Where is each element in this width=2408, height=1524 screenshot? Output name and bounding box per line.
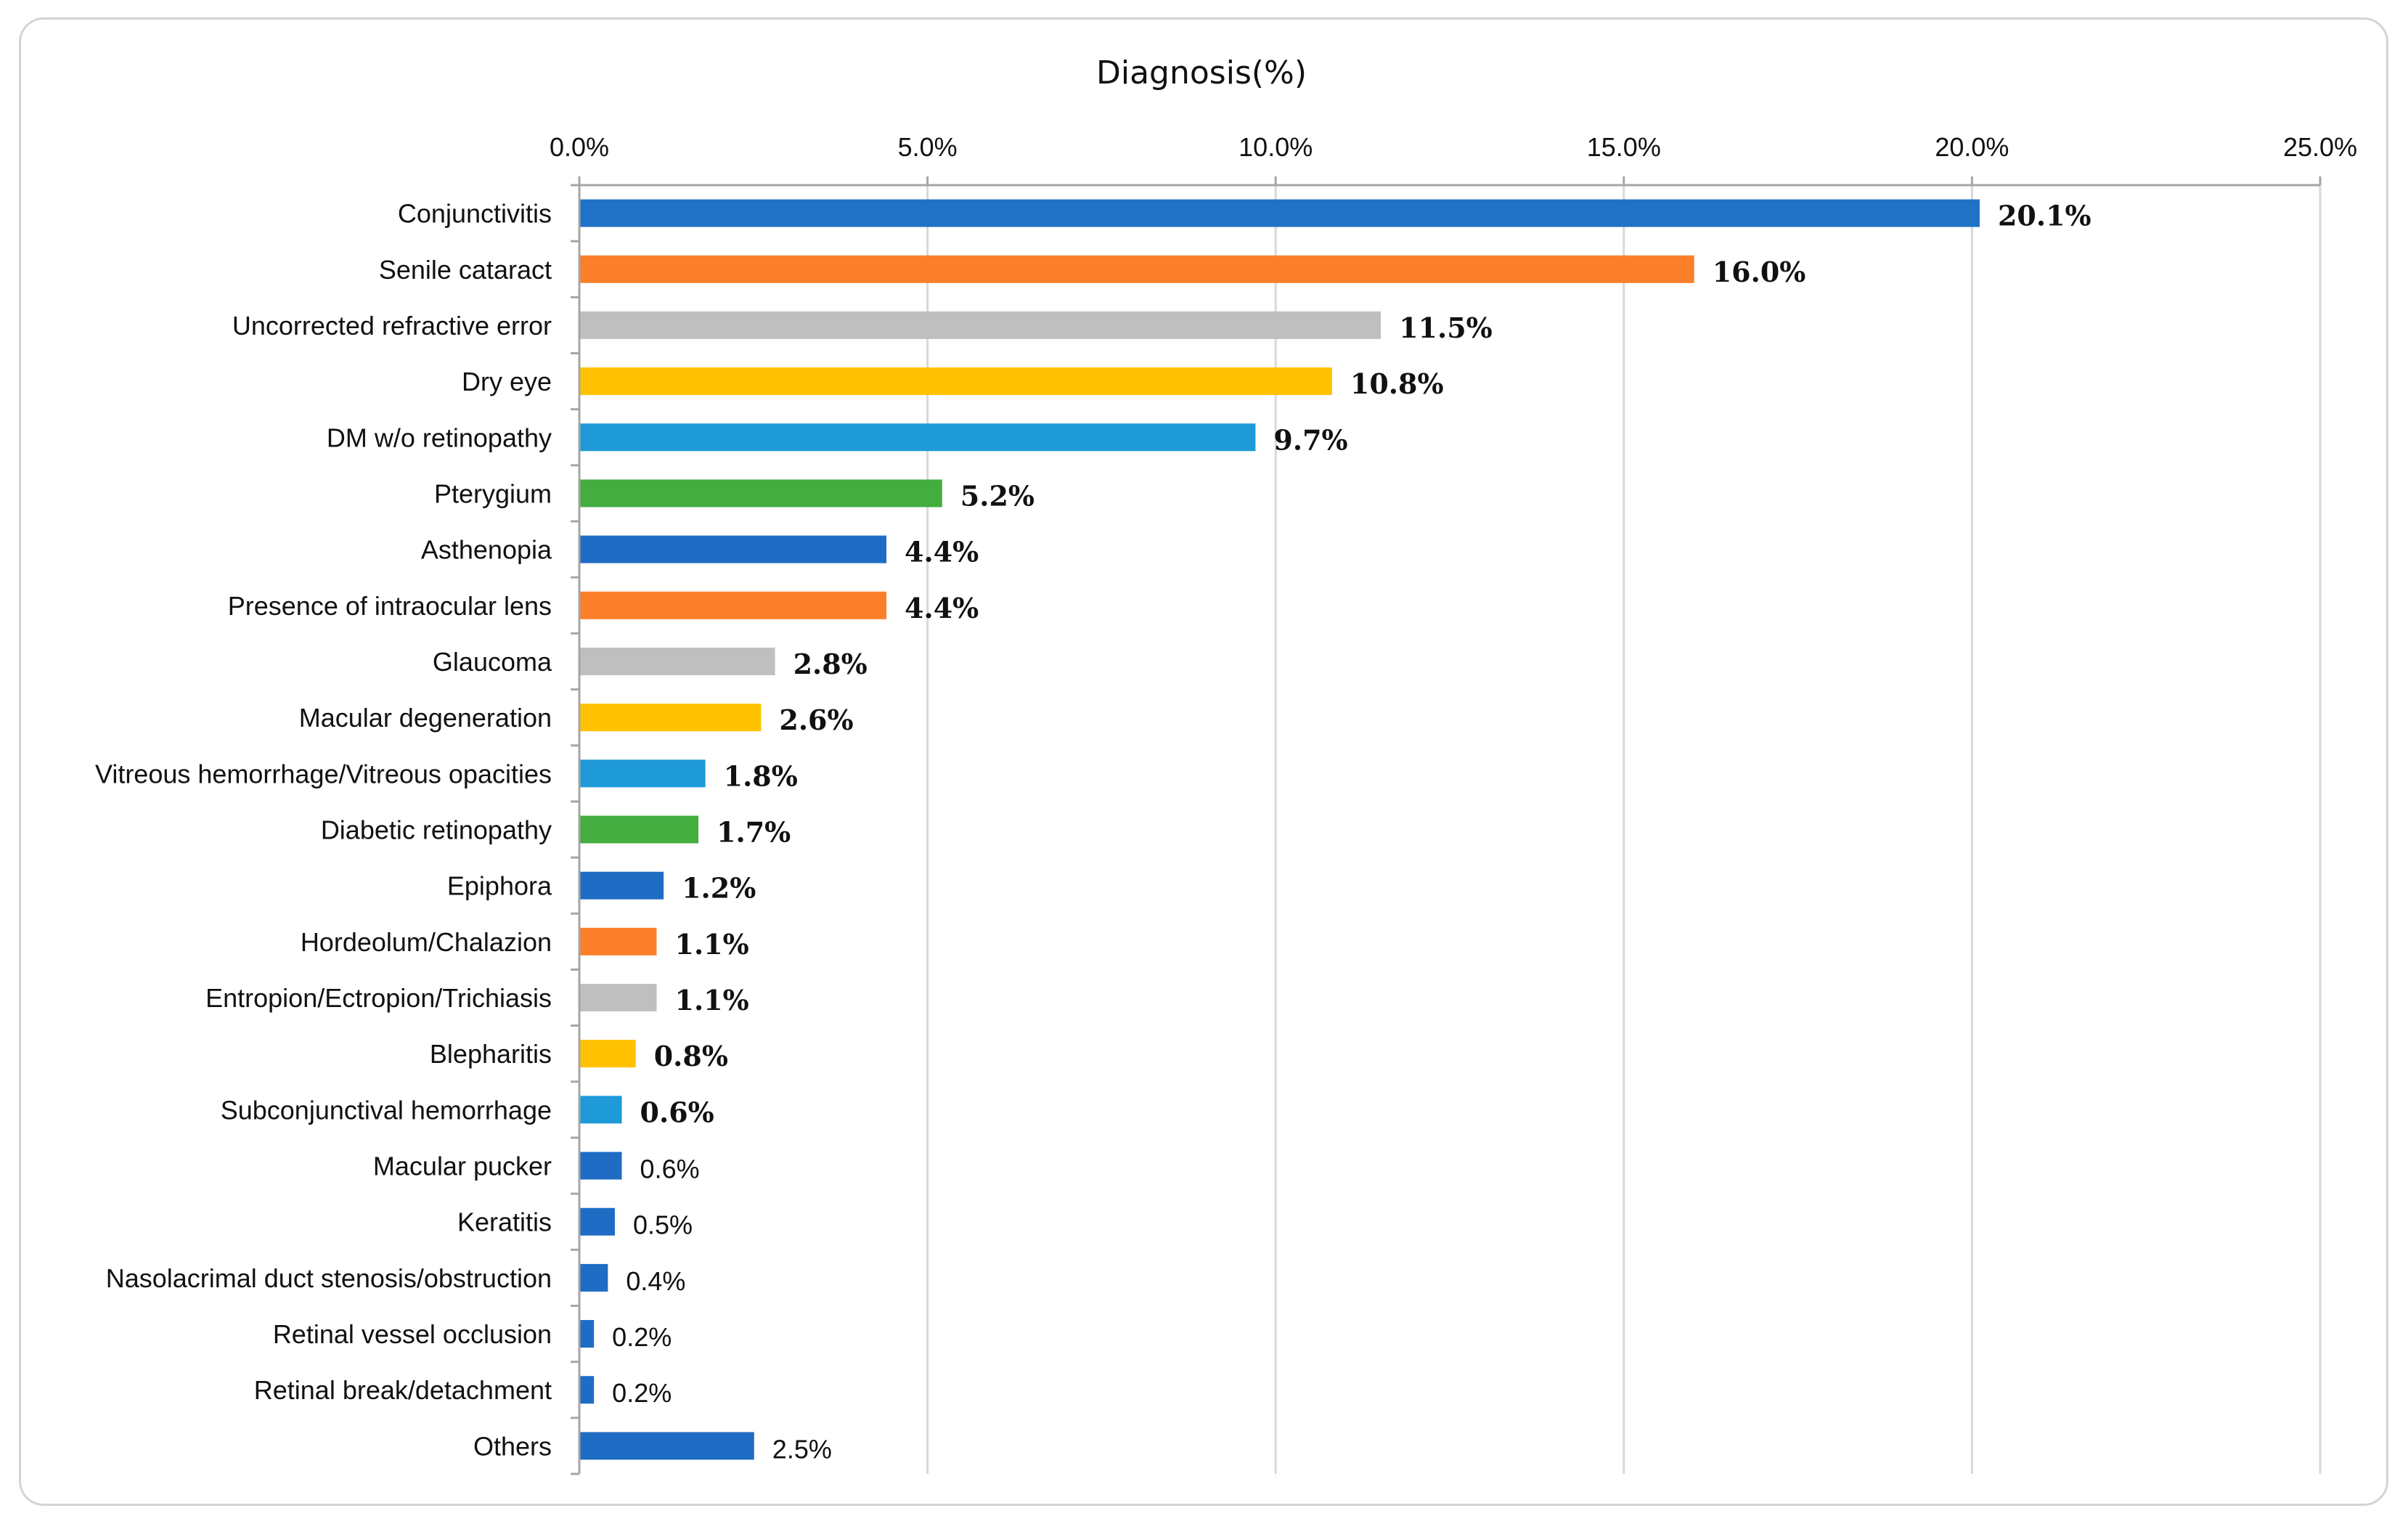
category-label: Blepharitis xyxy=(430,1039,552,1069)
bar xyxy=(580,255,1694,283)
data-label: 2.6% xyxy=(779,704,853,736)
bar xyxy=(580,704,762,732)
data-label: 10.8% xyxy=(1350,367,1444,400)
category-label: Macular pucker xyxy=(373,1152,552,1181)
bar xyxy=(580,535,887,563)
data-label: 0.4% xyxy=(626,1266,685,1296)
data-label: 4.4% xyxy=(905,592,979,624)
bar xyxy=(580,984,657,1012)
data-label: 1.1% xyxy=(675,928,749,961)
category-label: Presence of intraocular lens xyxy=(228,591,552,621)
category-label: Nasolacrimal duct stenosis/obstruction xyxy=(106,1263,552,1293)
bar xyxy=(580,199,1980,227)
category-labels: Conjunctivitis Senile cataract Uncorrected… xyxy=(95,199,552,1462)
category-label: DM w/o retinopathy xyxy=(327,423,552,452)
data-label: 0.2% xyxy=(612,1322,672,1352)
data-label: 2.5% xyxy=(772,1434,832,1464)
bar xyxy=(580,591,887,619)
category-label: Others xyxy=(473,1431,552,1461)
bar xyxy=(580,367,1332,396)
data-label: 0.6% xyxy=(640,1154,700,1184)
category-label: Uncorrected refractive error xyxy=(232,311,552,341)
category-label: Senile cataract xyxy=(379,255,552,285)
bar xyxy=(580,311,1381,339)
data-label: 20.1% xyxy=(1998,200,2091,232)
bar xyxy=(580,647,775,675)
bar xyxy=(580,759,706,788)
category-label: Pterygium xyxy=(434,478,552,508)
data-label: 4.4% xyxy=(905,536,979,569)
data-label: 0.5% xyxy=(633,1210,693,1240)
category-label: Macular degeneration xyxy=(299,703,552,733)
x-tick-label: 5.0% xyxy=(898,132,958,162)
data-label: 9.7% xyxy=(1273,423,1347,456)
data-label: 11.5% xyxy=(1399,311,1493,344)
data-label: 5.2% xyxy=(960,479,1034,512)
data-label: 0.6% xyxy=(640,1096,714,1128)
data-label: 0.2% xyxy=(612,1378,672,1408)
data-label: 1.8% xyxy=(724,759,798,792)
bar xyxy=(580,1263,608,1292)
bar xyxy=(580,1152,622,1180)
gridlines xyxy=(926,185,2322,1474)
category-label: Vitreous hemorrhage/Vitreous opacities xyxy=(95,759,552,789)
axes xyxy=(571,184,2320,1475)
category-label: Entropion/Ectropion/Trichiasis xyxy=(205,983,552,1013)
category-label: Retinal vessel occlusion xyxy=(273,1319,552,1349)
x-tick-label: 25.0% xyxy=(2283,132,2357,162)
value-labels: 20.1% 16.0% 11.5% 10.8%9.7% 5.2% 4.4% 4.4% 2.8%… xyxy=(612,200,2091,1464)
bar xyxy=(580,927,657,955)
bar xyxy=(580,1432,754,1460)
category-label: Hordeolum/Chalazion xyxy=(301,927,552,957)
data-label: 1.7% xyxy=(717,816,791,849)
bar xyxy=(580,1040,636,1068)
category-label: Retinal break/detachment xyxy=(254,1375,552,1405)
bar xyxy=(580,479,942,508)
bar xyxy=(580,1320,595,1348)
data-label: 2.8% xyxy=(793,648,868,680)
data-label: 0.8% xyxy=(654,1040,728,1072)
data-label: 1.1% xyxy=(675,984,749,1016)
category-label: Subconjunctival hemorrhage xyxy=(221,1095,552,1125)
bar xyxy=(580,1376,595,1404)
category-label: Dry eye xyxy=(462,367,552,396)
bar xyxy=(580,1096,622,1124)
bars xyxy=(580,199,1980,1460)
x-tick-label: 20.0% xyxy=(1935,132,2009,162)
x-tick-label: 15.0% xyxy=(1587,132,1661,162)
category-label: Keratitis xyxy=(457,1207,552,1237)
bar xyxy=(580,815,699,844)
x-tick-label: 10.0% xyxy=(1238,132,1313,162)
chart-title: Diagnosis(%) xyxy=(1096,54,1307,91)
category-label: Diabetic retinopathy xyxy=(321,815,552,845)
bar xyxy=(580,871,664,900)
x-axis-ticks: 0.0% 5.0% 10.0% 15.0% 20.0% 25.0% xyxy=(550,132,2357,185)
category-label: Conjunctivitis xyxy=(398,199,552,229)
x-tick-label: 0.0% xyxy=(550,132,609,162)
bar xyxy=(580,423,1256,452)
data-label: 1.2% xyxy=(682,872,756,905)
data-label: 16.0% xyxy=(1713,256,1806,288)
bar xyxy=(580,1207,615,1236)
category-label: Asthenopia xyxy=(421,535,552,565)
category-label: Epiphora xyxy=(447,871,552,901)
category-label: Glaucoma xyxy=(433,647,552,677)
